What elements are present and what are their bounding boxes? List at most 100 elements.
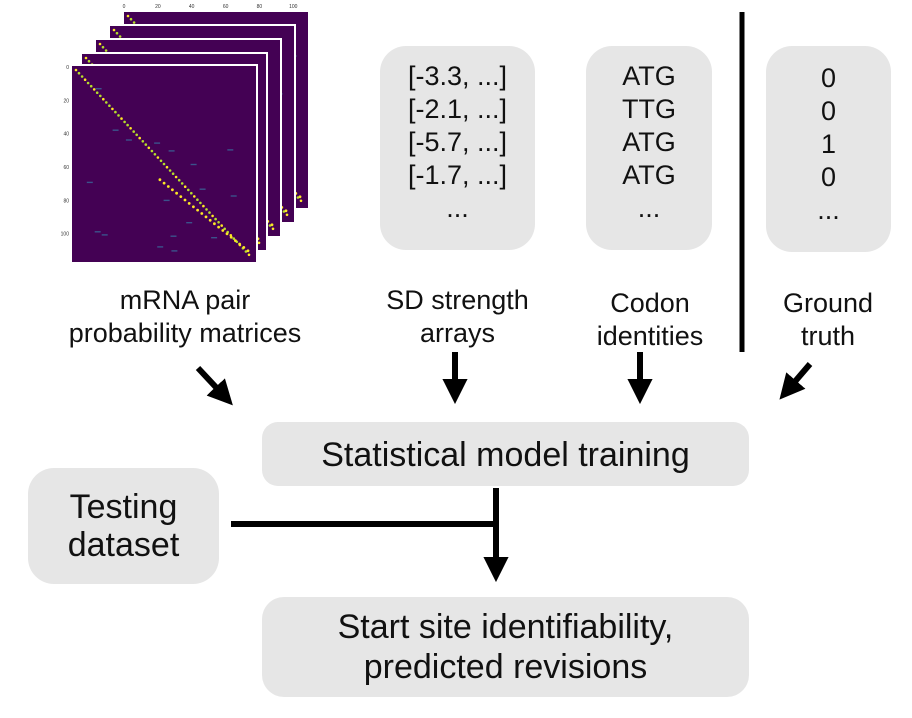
testing-dataset-box: Testing dataset — [28, 468, 219, 584]
diagonal-dot — [141, 140, 145, 143]
sd-strength-value: [-5.7, ...] — [407, 127, 508, 157]
secondary-dot — [175, 191, 178, 195]
diagonal-dot — [101, 45, 105, 49]
ground-truth-value: 0 — [820, 96, 837, 126]
noise-mark — [112, 129, 119, 131]
sd-strength-list: [-3.3, ...] [-2.1, ...] [-5.7, ...] [-1.… — [380, 60, 535, 225]
output-label-line2: predicted revisions — [363, 648, 648, 686]
diagonal-dot — [199, 201, 202, 205]
diagonal-dot — [205, 208, 208, 211]
axis-tick-label: 0 — [123, 4, 126, 10]
codon-value: ATG — [622, 61, 676, 91]
diagonal-dot — [111, 107, 114, 111]
sd-strength-label-line1: SD strength — [386, 285, 529, 315]
diagonal-dot — [162, 162, 166, 166]
diagonal-dot — [247, 253, 251, 257]
secondary-dot — [225, 232, 229, 236]
secondary-dot — [229, 235, 233, 239]
diagonal-dot — [138, 136, 141, 140]
noise-mark — [163, 199, 170, 202]
secondary-dot — [192, 205, 195, 209]
diagonal-dot — [180, 182, 184, 185]
diagonal-dot — [112, 28, 116, 32]
secondary-dot — [284, 209, 288, 213]
ground-truth-value: 1 — [820, 129, 837, 159]
secondary-dot — [217, 225, 221, 229]
axis-tick-label: 100 — [289, 4, 298, 10]
diagonal-dot — [177, 178, 181, 182]
secondary-dot — [246, 249, 250, 253]
axis-tick-label: 100 — [61, 232, 70, 238]
axis-tick-label: 20 — [63, 98, 69, 104]
diagonal-dot — [271, 227, 275, 231]
diagonal-dot — [84, 56, 88, 60]
sd-strength-value: [-2.1, ...] — [407, 94, 508, 124]
diagonal-dot — [165, 165, 169, 169]
ground-truth-label-line2: truth — [800, 321, 856, 351]
noise-mark — [227, 149, 234, 151]
testing-dataset-label: Testing dataset — [28, 488, 219, 564]
diagonal-dot — [118, 35, 122, 38]
diagonal-dot — [120, 117, 123, 120]
axis-tick-label: 80 — [257, 4, 263, 10]
sd-strength-ellipsis: ... — [446, 193, 469, 223]
diagonal-dot — [98, 42, 102, 46]
ground-truth-box: 0 0 1 0 ... — [766, 46, 891, 252]
axis-tick-label: 80 — [63, 198, 69, 204]
diagonal-dot — [296, 196, 300, 199]
diagonal-dot — [168, 169, 172, 172]
arrow-matrices-to-training — [195, 365, 233, 406]
secondary-dot — [213, 222, 216, 226]
codon-box: ATG TTG ATG ATG ... — [586, 46, 712, 250]
sd-strength-box: [-3.3, ...] [-2.1, ...] [-5.7, ...] [-1.… — [380, 46, 535, 250]
diagonal-dot — [257, 241, 261, 245]
ground-truth-value: 0 — [820, 63, 837, 93]
secondary-dot — [221, 229, 225, 232]
diagonal-dot — [190, 191, 193, 195]
diagonal-dot — [220, 224, 223, 227]
diagonal-dot — [99, 94, 102, 98]
diagonal-dot — [104, 49, 108, 52]
secondary-dot — [187, 202, 191, 205]
noise-mark — [86, 181, 93, 184]
diagonal-dot — [217, 221, 220, 224]
diagonal-dot — [74, 68, 78, 72]
diagonal-dot — [89, 84, 93, 88]
training-box: Statistical model training — [262, 422, 749, 486]
sd-strength-value: [-3.3, ...] — [407, 61, 508, 91]
axis-tick-label: 20 — [155, 4, 161, 10]
diagonal-dot — [144, 143, 148, 146]
axis-tick-label: 40 — [63, 132, 69, 138]
diagonal-dot — [115, 31, 119, 35]
diagonal-dot — [92, 88, 96, 91]
codon-label-line2: identities — [596, 321, 704, 351]
secondary-dot — [183, 198, 187, 202]
secondary-dot — [234, 239, 237, 243]
secondary-dot — [242, 246, 246, 249]
diagonal-dot — [77, 71, 81, 75]
codon-value: TTG — [622, 94, 676, 124]
diagonal-dot — [108, 104, 111, 107]
diagonal-dot — [282, 210, 286, 213]
secondary-dot — [238, 242, 242, 246]
diagonal-dot — [83, 78, 87, 81]
matrices-label: mRNA pair probability matrices — [40, 284, 330, 350]
sd-strength-label-line2: arrays — [419, 318, 495, 348]
diagonal-dot — [299, 199, 303, 203]
diagonal-dot — [129, 127, 132, 130]
ground-truth-value: 0 — [820, 162, 837, 192]
secondary-dot — [204, 215, 208, 219]
codon-value: ATG — [622, 160, 676, 190]
output-label-line1: Start site identifiability, — [337, 608, 674, 646]
diagonal-dot — [285, 213, 289, 217]
diagonal-dot — [129, 17, 133, 21]
axis-tick-label: 40 — [189, 4, 195, 10]
noise-mark — [125, 139, 132, 141]
diagonal-dot — [117, 114, 120, 117]
diagonal-dot — [86, 81, 90, 85]
axis-tick-label: 60 — [223, 4, 229, 10]
noise-mark — [171, 250, 178, 252]
secondary-dot — [196, 208, 200, 212]
secondary-dot — [171, 188, 174, 192]
training-label: Statistical model training — [321, 436, 690, 474]
